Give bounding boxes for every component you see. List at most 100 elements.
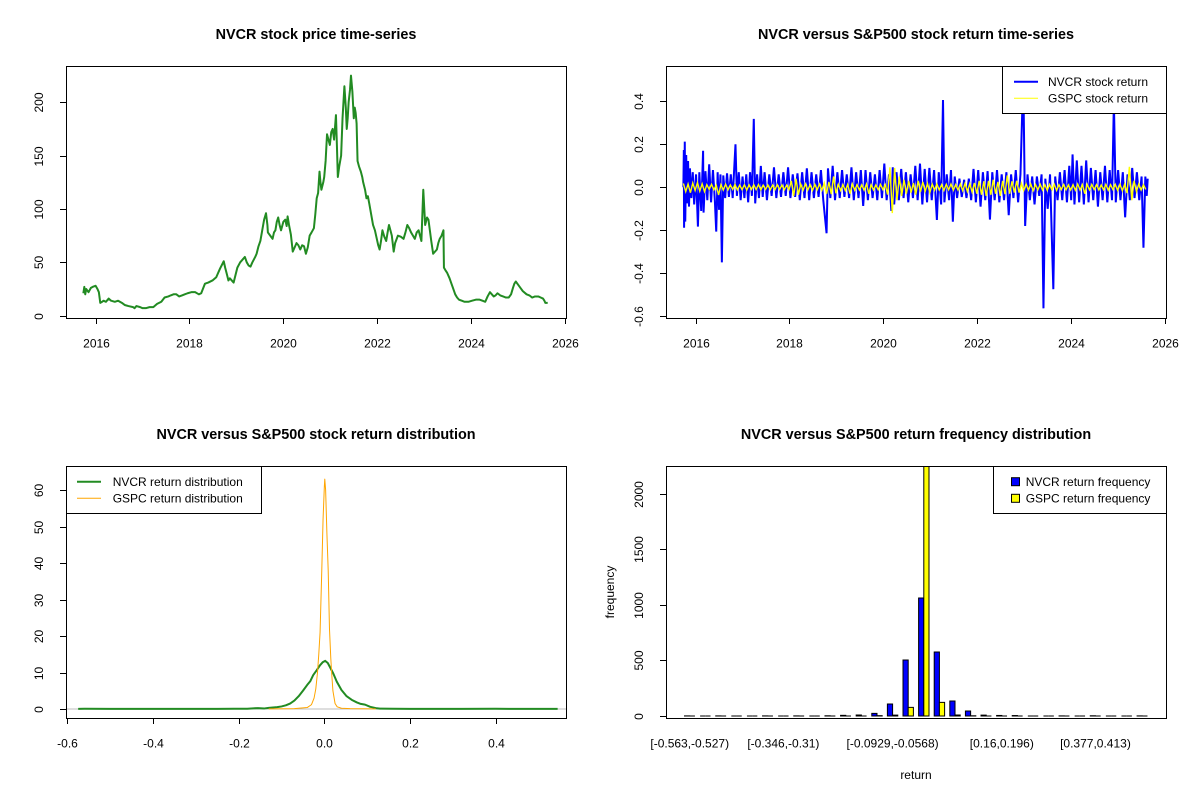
gspc-bar xyxy=(923,466,930,717)
nvcr-bar xyxy=(964,710,972,717)
y-tick-label: 1000 xyxy=(632,592,646,619)
x-tick-label: 0.4 xyxy=(488,737,505,751)
price-timeseries-chart: NVCR stock price time-series 2016 2018 202… xyxy=(32,27,579,351)
y-tick-label: 1500 xyxy=(632,536,646,563)
y-tick-label: 150 xyxy=(32,146,46,166)
gspc-bar xyxy=(938,701,946,717)
nvcr-return-line xyxy=(682,75,1149,309)
bin-label: [-0.346,-0.31) xyxy=(747,737,819,751)
gspc-bar xyxy=(907,706,914,717)
legend-label: NVCR return distribution xyxy=(113,475,243,489)
y-tick-label: 0 xyxy=(32,313,46,320)
y-tick-label: -0.2 xyxy=(632,220,646,241)
y-tick-label: 10 xyxy=(32,667,46,681)
bin-label: [0.16,0.196) xyxy=(970,737,1034,751)
x-tick-label: 0.0 xyxy=(316,737,333,751)
x-tick-label: 2018 xyxy=(776,337,803,351)
legend-box xyxy=(993,466,1167,514)
legend-box xyxy=(66,466,262,514)
y-tick-label: 2000 xyxy=(632,481,646,508)
gspc-return-line xyxy=(682,166,1147,214)
y-tick-label: 0.0 xyxy=(632,179,646,196)
x-axis: 2016 2018 2020 2022 2024 2026 xyxy=(683,318,1179,351)
legend-label: GSPC return frequency xyxy=(1026,492,1151,506)
plot-area xyxy=(66,478,566,710)
legend: NVCR stock return GSPC stock return xyxy=(1002,66,1167,114)
y-tick-label: 50 xyxy=(32,521,46,535)
x-tick-label: 0.2 xyxy=(402,737,419,751)
nvcr-bar xyxy=(980,714,987,717)
gspc-bar xyxy=(892,714,899,717)
chart-title: NVCR stock price time-series xyxy=(216,27,417,43)
plot-area xyxy=(82,74,548,310)
x-tick-label: 2020 xyxy=(870,337,897,351)
x-tick-label: 2016 xyxy=(83,337,110,351)
y-tick-label: 20 xyxy=(32,630,46,644)
x-tick-label: 2024 xyxy=(1058,337,1085,351)
legend: NVCR return distribution GSPC return dis… xyxy=(66,466,262,514)
chart-title: NVCR versus S&P500 stock return time-ser… xyxy=(758,27,1074,43)
nvcr-bar xyxy=(886,703,894,717)
nvcr-bar xyxy=(949,700,956,717)
y-tick-label: 30 xyxy=(32,594,46,608)
legend-label: GSPC return distribution xyxy=(113,492,243,506)
legend-label: GSPC stock return xyxy=(1048,92,1148,106)
y-tick-label: 0.4 xyxy=(632,93,646,110)
x-axis: [-0.563,-0.527) [-0.346,-0.31) [-0.0929,-0… xyxy=(650,737,1130,751)
x-tick-label: 2026 xyxy=(1152,337,1179,351)
x-tick-label: 2022 xyxy=(364,337,391,351)
nvcr-bar xyxy=(855,714,862,717)
y-tick-label: -0.6 xyxy=(632,306,646,327)
plot-area xyxy=(682,75,1149,309)
x-tick-label: 2026 xyxy=(552,337,579,351)
y-tick-label: 0 xyxy=(632,713,646,720)
y-tick-label: 100 xyxy=(32,199,46,219)
x-axis: 2016 2018 2020 2022 2024 2026 xyxy=(83,318,579,351)
x-tick-label: 2024 xyxy=(458,337,485,351)
x-tick-label: -0.4 xyxy=(143,737,164,751)
x-tick-label: -0.2 xyxy=(229,737,250,751)
x-axis: -0.6 -0.4 -0.2 0.0 0.2 0.4 xyxy=(57,718,505,751)
nvcr-density-line xyxy=(78,659,558,710)
y-tick-label: 500 xyxy=(632,650,646,670)
y-axis: 0 50 100 150 200 xyxy=(32,92,67,320)
y-tick-label: -0.4 xyxy=(632,263,646,284)
legend-box xyxy=(1002,66,1167,114)
plot-area xyxy=(684,466,1148,717)
y-axis: 0 500 1000 1500 2000 xyxy=(632,481,667,720)
nvcr-bar xyxy=(918,597,925,717)
gspc-density-line xyxy=(268,478,376,710)
bin-label: [0.377,0.413) xyxy=(1060,737,1131,751)
legend-label: NVCR stock return xyxy=(1048,75,1148,89)
bin-label: [-0.563,-0.527) xyxy=(650,737,729,751)
legend-label: NVCR return frequency xyxy=(1026,475,1151,489)
legend: NVCR return frequency GSPC return freque… xyxy=(993,466,1167,514)
gspc-bar xyxy=(954,714,961,717)
y-tick-label: 50 xyxy=(32,256,46,270)
nvcr-bar xyxy=(871,712,878,717)
y-tick-label: 0 xyxy=(32,706,46,713)
price-line xyxy=(82,74,548,310)
chart-title: NVCR versus S&P500 return frequency dist… xyxy=(741,427,1091,443)
bin-label: [-0.0929,-0.0568) xyxy=(847,737,939,751)
y-tick-label: 0.2 xyxy=(632,136,646,153)
y-axis-title: frequency xyxy=(603,566,617,619)
legend-swatch-nvcr xyxy=(1011,477,1020,487)
return-frequency-chart: NVCR versus S&P500 return frequency dist… xyxy=(603,427,1167,782)
nvcr-bar xyxy=(840,714,847,717)
x-tick-label: 2022 xyxy=(964,337,991,351)
x-axis-title: return xyxy=(900,768,931,782)
x-tick-label: -0.6 xyxy=(57,737,78,751)
return-density-chart: NVCR versus S&P500 stock return distribu… xyxy=(32,427,567,751)
legend-swatch-gspc xyxy=(1011,493,1020,503)
x-tick-label: 2016 xyxy=(683,337,710,351)
return-timeseries-chart: NVCR versus S&P500 stock return time-ser… xyxy=(632,27,1179,351)
y-tick-label: 200 xyxy=(32,92,46,112)
x-tick-label: 2018 xyxy=(176,337,203,351)
nvcr-bar xyxy=(933,651,940,717)
nvcr-bar xyxy=(902,659,909,717)
y-axis: 0 10 20 30 40 50 60 xyxy=(32,484,67,713)
y-tick-label: 40 xyxy=(32,557,46,571)
